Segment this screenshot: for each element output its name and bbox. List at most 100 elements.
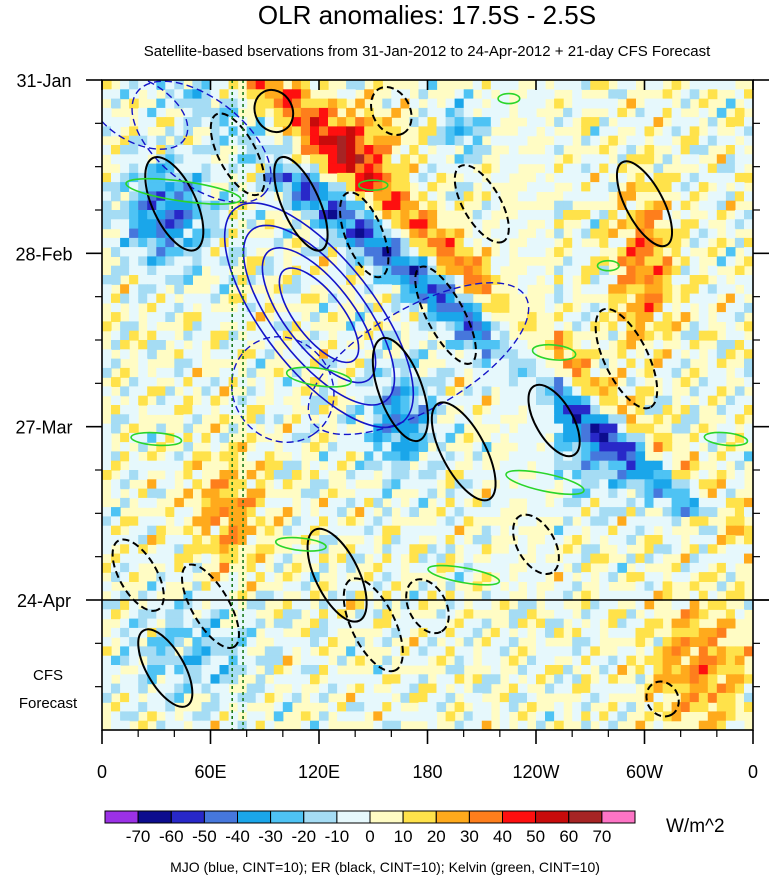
anomaly-cell <box>725 646 736 657</box>
anomaly-cell <box>111 182 121 192</box>
anomaly-cell <box>409 618 419 629</box>
anomaly-cell <box>355 172 365 183</box>
anomaly-cell <box>581 219 591 230</box>
anomaly-cell <box>138 646 148 657</box>
anomaly-cell <box>120 265 130 276</box>
anomaly-cell <box>174 145 184 155</box>
anomaly-cell <box>228 163 239 174</box>
anomaly-cell <box>463 275 474 285</box>
anomaly-cell <box>291 107 302 118</box>
anomaly-cell <box>346 219 356 230</box>
anomaly-cell <box>382 442 392 452</box>
anomaly-cell <box>355 386 365 397</box>
anomaly-cell <box>418 692 429 703</box>
anomaly-cell <box>545 377 555 387</box>
anomaly-cell <box>111 600 121 610</box>
anomaly-cell <box>219 627 230 638</box>
anomaly-cell <box>427 544 438 555</box>
anomaly-cell <box>707 497 718 508</box>
anomaly-cell <box>527 572 537 582</box>
anomaly-cell <box>689 432 700 443</box>
anomaly-cell <box>310 674 320 685</box>
anomaly-cell <box>246 572 257 582</box>
anomaly-cell <box>689 674 700 685</box>
anomaly-cell <box>617 405 627 415</box>
anomaly-cell <box>744 553 753 564</box>
anomaly-cell <box>427 711 438 722</box>
anomaly-cell <box>291 98 302 109</box>
anomaly-cell <box>536 470 546 480</box>
anomaly-cell <box>346 228 356 239</box>
anomaly-cell <box>427 525 438 536</box>
anomaly-cell <box>536 665 546 675</box>
anomaly-cell <box>454 135 465 146</box>
anomaly-cell <box>201 665 212 675</box>
anomaly-cell <box>273 182 284 192</box>
anomaly-cell <box>481 535 492 545</box>
anomaly-cell <box>490 665 501 675</box>
anomaly-cell <box>599 488 609 499</box>
anomaly-cell <box>364 172 374 183</box>
anomaly-cell <box>129 191 139 202</box>
anomaly-cell <box>400 200 410 211</box>
anomaly-cell <box>463 432 474 443</box>
anomaly-cell <box>391 405 401 415</box>
anomaly-cell <box>300 516 311 527</box>
anomaly-cell <box>463 107 474 118</box>
anomaly-cell <box>481 247 492 257</box>
anomaly-cell <box>671 562 682 573</box>
anomaly-cell <box>499 572 510 582</box>
anomaly-cell <box>337 172 347 183</box>
anomaly-cell <box>680 702 691 712</box>
anomaly-cell <box>707 293 718 304</box>
anomaly-cell <box>319 507 329 517</box>
anomaly-cell <box>554 711 564 722</box>
anomaly-cell <box>653 405 664 415</box>
colorbar-level-label: -30 <box>258 827 283 846</box>
anomaly-cell <box>617 358 627 369</box>
anomaly-cell <box>517 358 528 369</box>
anomaly-cell <box>364 516 374 527</box>
anomaly-cell <box>319 275 329 285</box>
anomaly-cell <box>210 423 221 434</box>
anomaly-cell <box>355 256 365 267</box>
anomaly-cell <box>219 535 230 545</box>
anomaly-cell <box>400 265 410 276</box>
anomaly-cell <box>246 237 257 248</box>
anomaly-cell <box>527 665 537 675</box>
anomaly-cell <box>282 674 293 685</box>
anomaly-cell <box>129 674 139 685</box>
anomaly-cell <box>716 497 727 508</box>
anomaly-cell <box>499 107 510 118</box>
anomaly-cell <box>680 460 691 471</box>
anomaly-cell <box>463 312 474 322</box>
anomaly-cell <box>662 182 673 192</box>
anomaly-cell <box>472 683 483 694</box>
anomaly-cell <box>671 544 682 555</box>
anomaly-cell <box>120 414 130 425</box>
anomaly-cell <box>319 237 329 248</box>
anomaly-cell <box>291 275 302 285</box>
wave-contours <box>102 80 749 718</box>
anomaly-cell <box>689 386 700 397</box>
anomaly-cell <box>517 618 528 629</box>
anomaly-cell <box>644 367 655 378</box>
anomaly-cell <box>590 692 600 703</box>
anomaly-cell <box>517 609 528 620</box>
anomaly-cell <box>671 126 682 137</box>
anomaly-cell <box>635 516 646 527</box>
anomaly-cell <box>319 219 329 230</box>
anomaly-cell <box>599 692 609 703</box>
anomaly-cell <box>563 377 573 387</box>
anomaly-cell <box>662 210 673 220</box>
anomaly-cell <box>183 674 193 685</box>
anomaly-cell <box>364 609 374 620</box>
anomaly-cell <box>581 674 591 685</box>
anomaly-cell <box>246 451 257 462</box>
anomaly-cell <box>210 117 221 127</box>
anomaly-cell <box>490 228 501 239</box>
anomaly-cell <box>156 637 166 647</box>
anomaly-cell <box>436 525 447 536</box>
anomaly-cell <box>698 692 709 703</box>
anomaly-cell <box>165 535 175 545</box>
